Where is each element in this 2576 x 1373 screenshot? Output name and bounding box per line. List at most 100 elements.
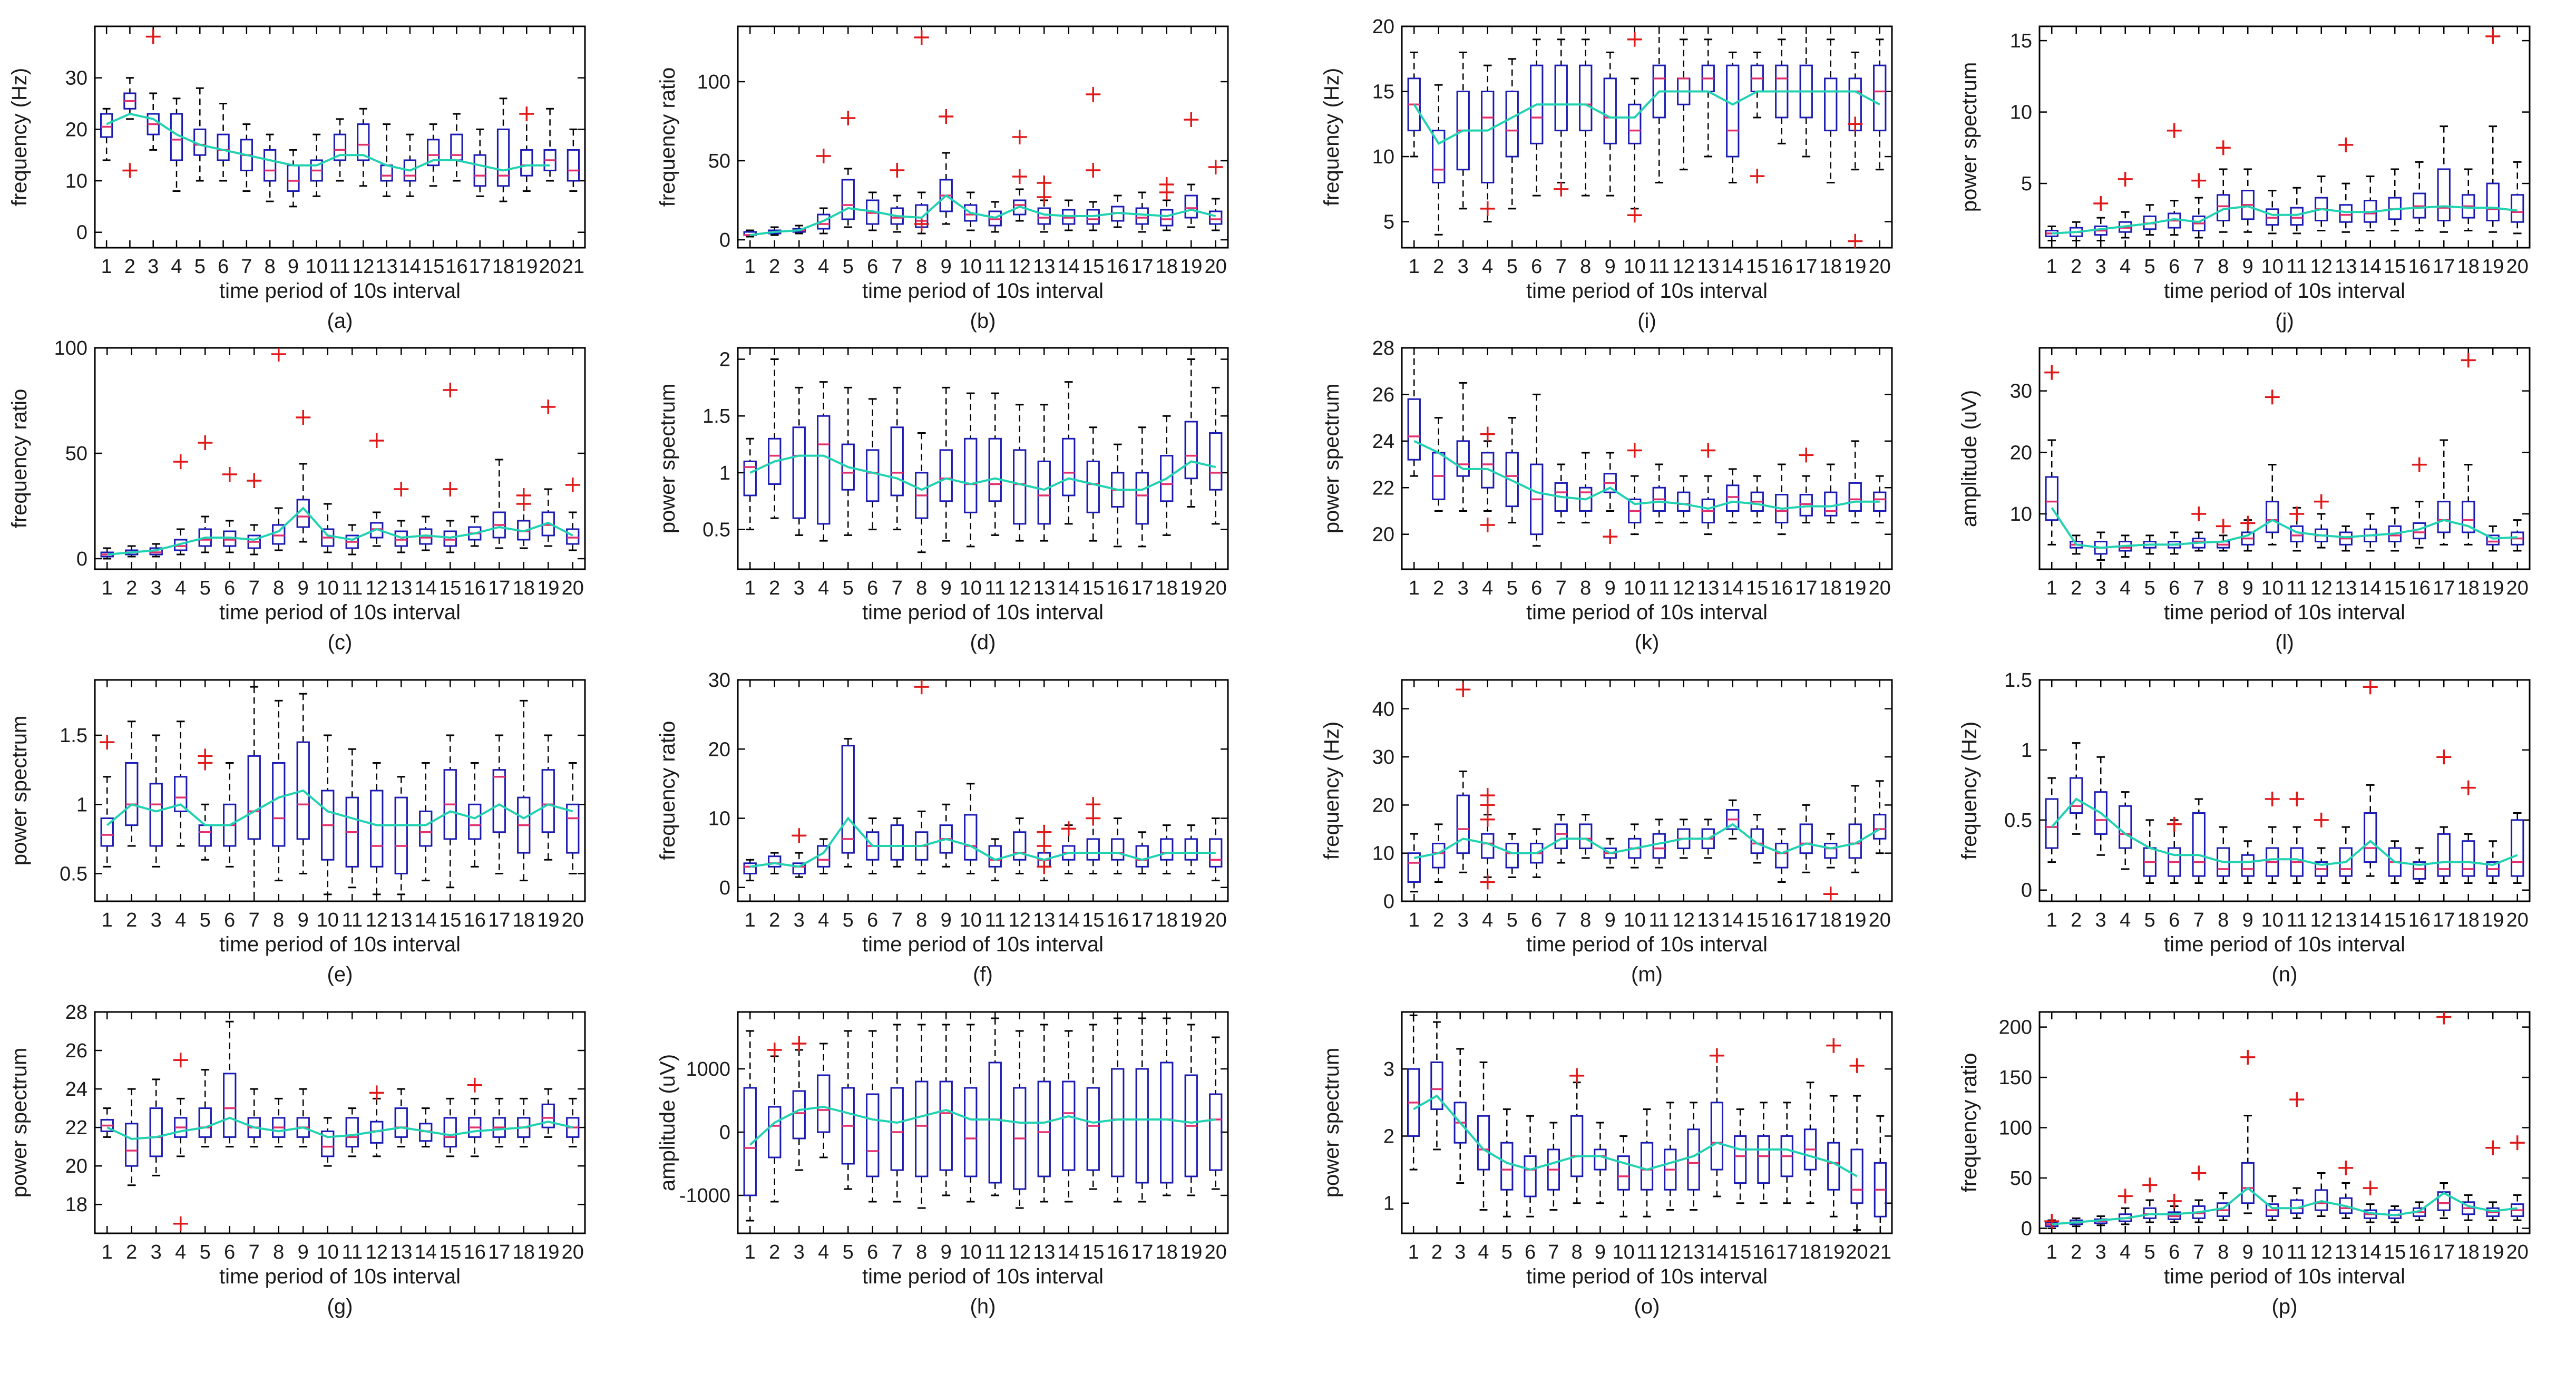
outlier-marker: [1037, 824, 1052, 840]
box-6: [223, 1020, 237, 1148]
trend-line: [106, 112, 550, 172]
outlier-marker: [1799, 447, 1814, 463]
trend-line: [749, 454, 1216, 491]
x-tick-label: 7: [1548, 1241, 1559, 1263]
box-9: [2241, 840, 2255, 884]
box-20: [1873, 38, 1887, 171]
x-tick-label: 1: [2046, 256, 2057, 278]
box-body: [1775, 842, 1789, 869]
box-20: [1873, 780, 1887, 854]
y-axis-label: frequency ratio: [8, 389, 31, 529]
outlier-marker: [2118, 171, 2133, 187]
x-tick-label: 18: [1820, 256, 1842, 278]
outlier-marker: [1456, 682, 1471, 697]
box-10: [321, 1117, 335, 1167]
x-tick-label: 5: [1501, 1241, 1513, 1263]
x-tick-label: 10: [317, 909, 339, 931]
box-4: [174, 720, 188, 847]
outlier-marker: [1480, 426, 1495, 442]
y-axis-label: power spectrum: [656, 384, 679, 534]
x-tick-label: 15: [2384, 577, 2406, 599]
outlier-marker: [1012, 169, 1027, 184]
x-tick-label: 19: [2482, 577, 2504, 599]
box-body: [743, 862, 757, 874]
box-11: [1652, 463, 1666, 524]
x-tick-label: 10: [960, 577, 982, 599]
box-body: [1799, 494, 1813, 517]
outlier-marker: [890, 163, 905, 178]
y-tick-label: 0.5: [2004, 810, 2032, 832]
outlier-marker: [2314, 812, 2329, 827]
y-tick-label: 10: [2010, 102, 2032, 124]
x-tick-label: 13: [1697, 256, 1719, 278]
box-body: [1687, 1128, 1700, 1191]
x-tick-label: 10: [306, 256, 328, 278]
box-19: [2486, 525, 2500, 552]
x-tick-label: 11: [2287, 909, 2307, 931]
x-tick-label: 18: [1820, 909, 1842, 931]
box-body: [1579, 823, 1593, 850]
x-tick-label: 13: [1033, 577, 1055, 599]
box-5: [841, 386, 855, 536]
plot-frame: [737, 347, 1229, 570]
box-body: [1734, 1135, 1747, 1184]
plot-frame: [94, 679, 586, 902]
box-10: [321, 734, 335, 895]
box-15: [443, 520, 457, 553]
box-body: [247, 755, 261, 840]
y-tick-label: 1000: [686, 1058, 730, 1080]
box-body: [541, 769, 555, 833]
x-tick-label: 8: [916, 256, 927, 278]
outlier-marker: [2167, 1193, 2182, 1209]
x-tick-label: 1: [745, 577, 756, 599]
box-7: [890, 1024, 904, 1203]
box-1: [743, 1030, 757, 1222]
chart-caption: (b): [970, 309, 996, 333]
x-tick-label: 6: [867, 909, 878, 931]
box-body: [264, 149, 277, 182]
x-tick-label: 9: [941, 909, 952, 931]
box-body: [1037, 1080, 1051, 1177]
outlier-marker: [1037, 190, 1052, 205]
x-tick-label: 13: [390, 577, 412, 599]
y-tick-label: 200: [1999, 1017, 2032, 1039]
x-tick-label: 17: [1795, 577, 1817, 599]
outlier-marker: [2191, 1165, 2207, 1181]
y-tick-label: 30: [2010, 381, 2032, 403]
x-tick-label: 16: [1107, 909, 1129, 931]
x-tick-label: 17: [488, 909, 510, 931]
box-body: [125, 762, 139, 826]
box-13: [1037, 404, 1051, 542]
y-tick-label: 50: [708, 150, 730, 172]
box-7: [240, 123, 253, 192]
y-tick-label: 0: [76, 548, 87, 570]
outlier-marker: [2265, 389, 2280, 405]
box-11: [2290, 187, 2304, 235]
x-tick-label: 3: [2095, 1241, 2106, 1263]
box-12: [1677, 475, 1691, 524]
x-tick-label: 5: [843, 1241, 854, 1263]
outlier-marker: [519, 106, 534, 122]
outlier-marker: [1480, 797, 1495, 813]
outlier-marker: [2142, 1177, 2158, 1193]
x-tick-label: 19: [2482, 909, 2504, 931]
box-body: [866, 1093, 880, 1177]
outlier-marker: [2216, 140, 2231, 155]
box-5: [1500, 1108, 1514, 1218]
box-body: [1456, 440, 1470, 477]
outlier-marker: [1159, 185, 1174, 200]
x-tick-label: 13: [2335, 909, 2357, 931]
x-tick-label: 15: [1082, 909, 1104, 931]
outlier-marker: [2044, 1214, 2060, 1229]
x-tick-label: 12: [2310, 909, 2333, 931]
box-body: [2241, 1162, 2255, 1204]
box-body: [1135, 845, 1149, 868]
x-tick-label: 2: [769, 909, 780, 931]
x-axis-label: time period of 10s interval: [862, 279, 1104, 303]
box-13: [2339, 1182, 2353, 1219]
outlier-marker: [198, 755, 213, 771]
x-tick-label: 6: [867, 577, 878, 599]
x-tick-label: 8: [2218, 256, 2229, 278]
